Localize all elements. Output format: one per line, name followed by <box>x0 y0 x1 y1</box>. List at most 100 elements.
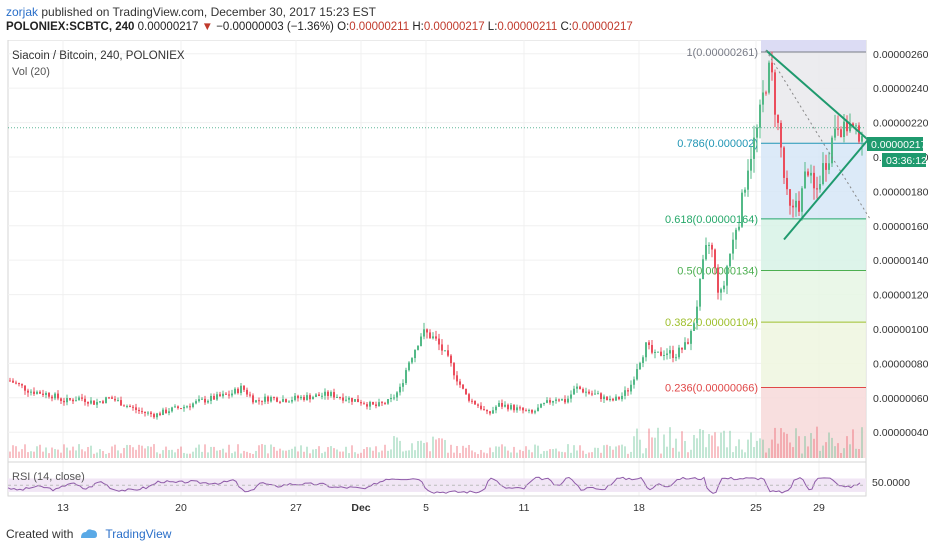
candle-body <box>57 393 59 399</box>
candle-body <box>753 137 755 159</box>
volume-bar <box>648 428 650 458</box>
candle-body <box>654 351 656 353</box>
volume-bar <box>735 446 737 458</box>
y-tick-label: 0.00000160 <box>873 221 929 233</box>
candle-body <box>252 395 254 403</box>
volume-bar <box>408 450 410 458</box>
candle-body <box>33 391 35 394</box>
candle-body <box>45 392 47 395</box>
volume-bar <box>420 440 422 458</box>
volume-bar <box>393 436 395 458</box>
candle-body <box>153 414 155 418</box>
volume-bar <box>81 449 83 458</box>
volume-bar <box>480 449 482 458</box>
price-axis[interactable]: 0.000002600.000002400.000002200.00000200… <box>873 49 929 439</box>
volume-bar <box>402 451 404 458</box>
volume-bar <box>561 451 563 458</box>
volume-bar <box>720 432 722 458</box>
candle-body <box>180 408 182 410</box>
volume-bar <box>270 444 272 458</box>
fibonacci-retracement[interactable]: 1(0.00000261) 0.786(0.000002) 0.618(0.0000… <box>665 40 866 458</box>
candle-body <box>381 402 383 404</box>
candle-body <box>522 407 524 411</box>
volume-bar <box>321 453 323 458</box>
candle-body <box>843 121 845 138</box>
candle-body <box>510 405 512 410</box>
candle-body <box>237 388 239 393</box>
candle-body <box>561 399 563 401</box>
candle-body <box>312 396 314 400</box>
volume-bar <box>432 436 434 458</box>
candle-body <box>801 188 803 212</box>
volume-bar <box>612 449 614 458</box>
candle-body <box>378 402 380 407</box>
chart-area[interactable]: 1(0.00000261) 0.786(0.000002) 0.618(0.0000… <box>0 39 932 525</box>
candle-body <box>204 398 206 403</box>
volume-bar <box>90 445 92 458</box>
volume-bar <box>525 446 527 458</box>
candle-body <box>831 137 833 164</box>
volume-bar <box>582 450 584 458</box>
candle-body <box>819 184 821 190</box>
volume-bar <box>141 445 143 458</box>
drawings[interactable] <box>8 49 871 241</box>
candle-body <box>606 396 608 401</box>
x-tick-label: 20 <box>175 502 187 514</box>
volume-bar <box>639 439 641 458</box>
last-price-tag: 0.00000217 <box>871 139 927 151</box>
candle-body <box>171 407 173 412</box>
volume-bar <box>816 426 818 458</box>
time-axis[interactable]: 13 20 27 Dec 5 11 18 25 29 <box>57 502 825 514</box>
volume-bar <box>834 446 836 458</box>
volume-bar <box>201 451 203 458</box>
volume-bar <box>729 430 731 458</box>
volume-bar <box>528 449 530 458</box>
volume-bar <box>726 447 728 458</box>
candle-body <box>243 385 245 390</box>
volume-bar <box>273 446 275 458</box>
volume-bar <box>228 444 230 458</box>
volume-bar <box>450 444 452 458</box>
candle-body <box>771 62 773 73</box>
volume-bar <box>549 449 551 458</box>
volume-bar <box>855 448 857 458</box>
volume-bar <box>84 451 86 458</box>
volume-bar <box>48 453 50 458</box>
candle-body <box>309 395 311 400</box>
volume-bar <box>306 446 308 458</box>
candle-body <box>651 344 653 353</box>
volume-bar <box>339 451 341 458</box>
pair-legend: Siacoin / Bitcoin, 240, POLONIEX <box>12 50 185 62</box>
candle-body <box>705 245 707 260</box>
volume-bar <box>789 442 791 458</box>
tradingview-brand[interactable]: TradingView <box>105 527 172 541</box>
volume-bar <box>336 449 338 458</box>
volume-bar <box>333 448 335 458</box>
volume-bar <box>840 453 842 458</box>
candle-body <box>777 114 779 123</box>
candle-body <box>72 399 74 402</box>
candle-body <box>120 400 122 406</box>
candle-body <box>216 394 218 400</box>
candle-body <box>165 409 167 414</box>
volume-bar <box>618 445 620 458</box>
candle-body <box>36 391 38 394</box>
volume-bar <box>384 444 386 458</box>
candle-body <box>12 380 14 383</box>
triangle-upper-line <box>765 49 869 141</box>
candle-body <box>24 385 26 391</box>
volume-bar <box>105 453 107 458</box>
volume-bar <box>378 452 380 458</box>
volume-bar <box>717 446 719 458</box>
volume-bar <box>162 450 164 458</box>
volume-bar <box>357 453 359 458</box>
candle-body <box>537 407 539 412</box>
username-link[interactable]: zorjak <box>6 5 39 19</box>
fib-zone <box>761 322 866 388</box>
candle-body <box>240 385 242 393</box>
price-chart[interactable]: 1(0.00000261) 0.786(0.000002) 0.618(0.0000… <box>0 39 932 525</box>
candle-body <box>609 398 611 401</box>
volume-bar <box>180 446 182 458</box>
volume-bar <box>153 444 155 458</box>
candle-body <box>483 409 485 411</box>
